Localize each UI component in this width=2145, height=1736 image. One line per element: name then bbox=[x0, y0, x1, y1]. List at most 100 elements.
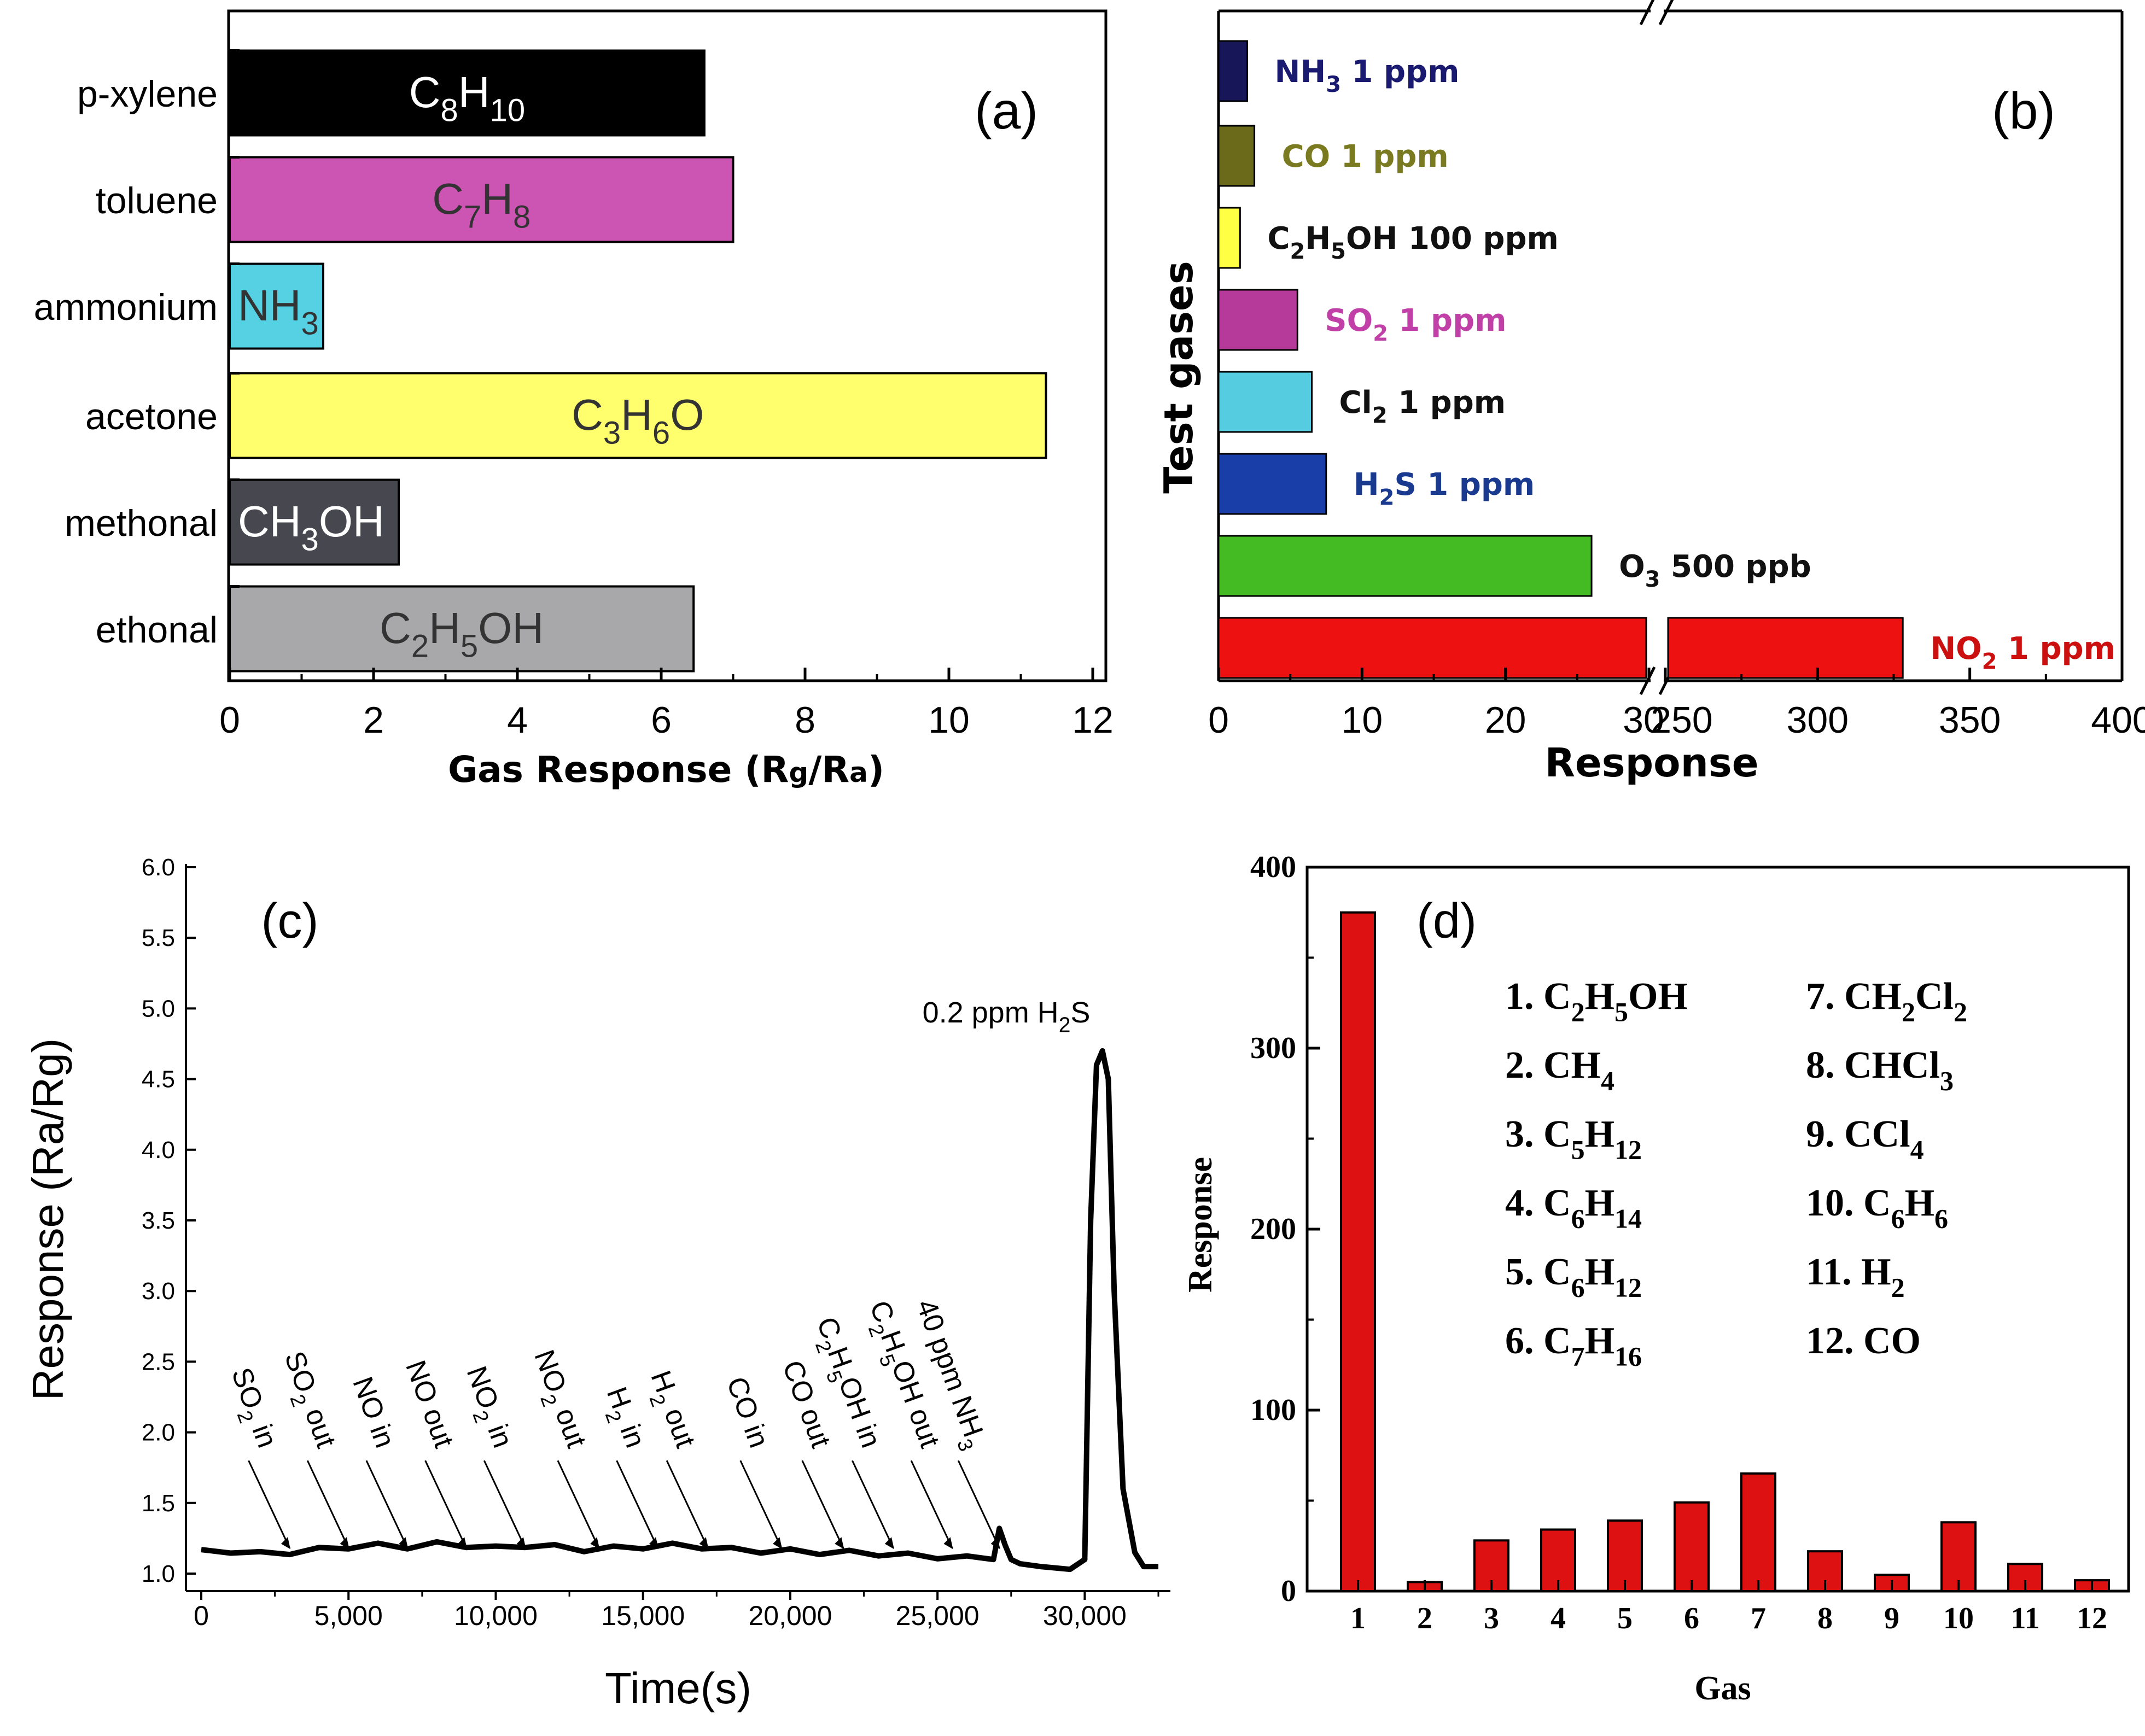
x-axis-label: Response bbox=[1544, 740, 1758, 786]
legend-entry-part: 12 bbox=[1614, 1272, 1642, 1302]
y-axis-label: Test gases bbox=[1156, 261, 1202, 493]
legend-entry-part: OH bbox=[1628, 975, 1688, 1018]
legend-entry: 6. C7H16 bbox=[1505, 1320, 1642, 1371]
legend-entry: 8. CHCl3 bbox=[1806, 1044, 1954, 1096]
y-tick-label: 4.5 bbox=[142, 1066, 175, 1093]
y-tick-label: 2.0 bbox=[142, 1419, 175, 1446]
annotation-label: NO2 out bbox=[521, 1346, 592, 1454]
x-tick-label: 12 bbox=[1072, 699, 1114, 741]
bar-7 bbox=[1740, 1472, 1776, 1593]
bar-label-part: Cl bbox=[1339, 385, 1372, 420]
x-tick-label: 1 bbox=[1350, 1601, 1366, 1635]
annotation-label-part: SO bbox=[278, 1347, 322, 1396]
bar-6 bbox=[1674, 1501, 1710, 1593]
annotation-arrowhead bbox=[399, 1537, 409, 1550]
x-tick-label: 5,000 bbox=[314, 1600, 383, 1631]
legend-entry-part: 4 bbox=[1910, 1134, 1924, 1165]
annotation-label: H2 out bbox=[638, 1366, 701, 1454]
bar-label: SO2 1 ppm bbox=[1325, 303, 1506, 346]
bar-label: O3 500 ppb bbox=[1619, 549, 1811, 592]
peak-label-part: S bbox=[1070, 996, 1090, 1029]
bar-label-part: O bbox=[1619, 549, 1645, 584]
legend-entry: 7. CH2Cl2 bbox=[1806, 975, 1967, 1027]
x-tick-label: 2 bbox=[1417, 1601, 1432, 1635]
y-tick-label: 1.0 bbox=[142, 1560, 175, 1587]
bar-1 bbox=[1340, 911, 1376, 1592]
plot-frame bbox=[1305, 866, 2130, 1593]
bar-label-part: NH bbox=[1274, 54, 1326, 90]
category-label: toluene bbox=[96, 180, 218, 221]
x-axis-label-part: a bbox=[849, 757, 868, 788]
category-label: methonal bbox=[65, 502, 218, 544]
annotation-label: NO2 in bbox=[454, 1362, 519, 1454]
bar bbox=[1217, 535, 1593, 597]
legend-entry-part: 14 bbox=[1614, 1203, 1642, 1234]
legend-entry-part: 5. C bbox=[1505, 1251, 1571, 1293]
bar-formula-label-part: H bbox=[621, 390, 652, 439]
legend-entry-part: 6. C bbox=[1505, 1320, 1571, 1362]
peak-label-part: 2 bbox=[1059, 1013, 1071, 1037]
bar-label-part: 500 ppb bbox=[1660, 549, 1811, 584]
annotation-label: CO in bbox=[720, 1373, 775, 1452]
y-tick-label: 400 bbox=[1250, 850, 1296, 884]
x-tick-label: 6 bbox=[651, 699, 672, 741]
annotation-arrowhead bbox=[590, 1537, 600, 1550]
legend-entry-part: H bbox=[1585, 1251, 1614, 1293]
bar-label-part: 1 ppm bbox=[1388, 303, 1506, 338]
annotation-arrow bbox=[666, 1460, 709, 1548]
bar-label: H2S 1 ppm bbox=[1354, 467, 1535, 510]
x-tick-label: 10 bbox=[1943, 1601, 1974, 1635]
bar-formula-label-part: 3 bbox=[301, 522, 319, 558]
annotation-label-part: out bbox=[296, 1396, 342, 1452]
legend-entry: 4. C6H14 bbox=[1505, 1182, 1642, 1234]
annotation-label-part: NO out bbox=[399, 1357, 460, 1452]
bar-label-part: 2 bbox=[1379, 485, 1395, 510]
bar-formula-label-part: O bbox=[670, 390, 704, 439]
x-tick-label: 250 bbox=[1651, 699, 1712, 741]
y-axis-label: Response (Ra/Rg) bbox=[24, 1038, 72, 1401]
annotation-label-part: 3 bbox=[953, 1436, 978, 1454]
annotation-label-part: out bbox=[546, 1396, 592, 1452]
bar bbox=[1217, 289, 1298, 351]
annotation-label-part: NO bbox=[461, 1362, 505, 1413]
legend-entry-part: 2 bbox=[1571, 996, 1585, 1027]
legend-entry: 1. C2H5OH bbox=[1505, 975, 1688, 1027]
annotation-label: NO out bbox=[399, 1357, 460, 1452]
y-tick-label: 0 bbox=[1281, 1574, 1296, 1608]
bar bbox=[1217, 40, 1248, 102]
panel-label: (c) bbox=[261, 894, 319, 949]
x-tick-label: 6 bbox=[1684, 1601, 1699, 1635]
legend-entry-part: 2. CH bbox=[1505, 1044, 1601, 1086]
bar-formula-label-part: 7 bbox=[464, 200, 481, 235]
peak-label-part: 0.2 ppm H bbox=[923, 996, 1059, 1029]
x-axis-label: Time(s) bbox=[605, 1664, 751, 1712]
bar-formula-label: NH3 bbox=[238, 281, 319, 342]
legend-entry-part: 3 bbox=[1940, 1065, 1954, 1096]
annotation-arrow bbox=[852, 1460, 894, 1548]
bar-label-part: H bbox=[1354, 467, 1379, 502]
x-tick-label: 0 bbox=[219, 699, 240, 741]
x-tick-label: 8 bbox=[795, 699, 815, 741]
legend-entry-part: 16 bbox=[1614, 1341, 1642, 1371]
axis-break-mark bbox=[1658, 0, 1674, 26]
legend-entry-part: H bbox=[1585, 975, 1614, 1018]
legend-entry-part: H bbox=[1585, 1320, 1614, 1362]
legend-entry-part: 6 bbox=[1934, 1203, 1948, 1234]
bar-formula-label: C8H10 bbox=[409, 68, 525, 128]
bar-formula-label-part: C bbox=[432, 174, 464, 223]
bar-label-part: CO 1 ppm bbox=[1282, 139, 1449, 174]
bar bbox=[1217, 125, 1256, 187]
x-tick-label: 8 bbox=[1817, 1601, 1833, 1635]
legend-entry-part: 9. CCl bbox=[1806, 1113, 1910, 1155]
legend-entry-part: 8. CHCl bbox=[1806, 1044, 1940, 1086]
annotation-arrow bbox=[483, 1460, 526, 1548]
bar-label-part: 1 ppm bbox=[1388, 385, 1506, 420]
x-tick-label: 3 bbox=[1484, 1601, 1499, 1635]
legend-entry-part: 12 bbox=[1614, 1134, 1642, 1165]
bar-formula-label: C2H5OH bbox=[380, 604, 544, 664]
legend-entry-part: 6 bbox=[1891, 1203, 1905, 1234]
bar-formula-label-part: 3 bbox=[301, 306, 319, 342]
bar-label-part: 1 ppm bbox=[1341, 54, 1459, 90]
annotation-arrow bbox=[306, 1460, 349, 1548]
x-tick-label: 7 bbox=[1751, 1601, 1766, 1635]
